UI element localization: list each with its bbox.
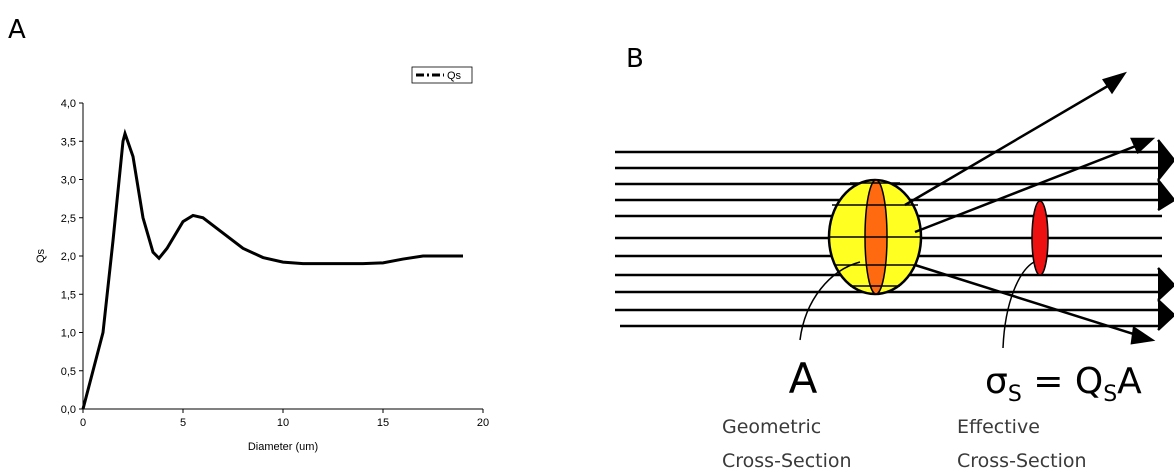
y-tick-label: 2,5	[61, 213, 76, 225]
legend-box	[411, 66, 473, 84]
leader	[1002, 261, 1035, 349]
x-tick-label: 20	[477, 417, 489, 429]
caption: Cross-Section	[957, 450, 1087, 472]
chart: Diameter (um) Qs 0,0 0,5 1,0 1,5 2,0 2,5 3,0 3,…	[35, 66, 489, 453]
y-tick-label: 1,5	[61, 289, 76, 301]
y-tick-label: 1,0	[61, 328, 76, 340]
x-tick-label: 10	[277, 417, 289, 429]
caption: Effective	[957, 416, 1040, 438]
geometric-symbol: A	[789, 354, 818, 403]
formula-part: = Q	[1022, 361, 1103, 402]
scatter-arrows	[904, 71, 1156, 345]
x-tick-label: 5	[180, 417, 186, 429]
effective-formula: σS = QSA	[985, 361, 1142, 407]
y-tick-label: 3,0	[61, 175, 76, 187]
line	[81, 128, 463, 410]
formula-part: A	[1117, 361, 1142, 402]
effective-section	[1031, 200, 1049, 276]
y-tick-label: 2,0	[61, 251, 76, 263]
caption: Geometric	[722, 416, 821, 438]
x-axis-label: Diameter (um)	[248, 441, 318, 453]
y-axis-label: Qs	[35, 248, 47, 263]
x-tick-label: 15	[377, 417, 389, 429]
formula-part: S	[1103, 382, 1117, 407]
y-tick-label: 0,0	[61, 404, 76, 416]
leader	[799, 261, 861, 341]
formula-part: S	[1008, 382, 1022, 407]
x-tick-label: 0	[80, 417, 86, 429]
panel-label: B	[626, 44, 644, 74]
legend-label: Qs	[447, 70, 462, 82]
formula-part: σ	[985, 361, 1008, 402]
y-tick-label: 3,5	[61, 136, 76, 148]
panel-label: A	[8, 15, 26, 45]
y-tick-label: 4,0	[61, 98, 76, 110]
caption: Cross-Section	[722, 450, 852, 472]
y-tick-label: 0,5	[61, 366, 76, 378]
diagram	[615, 71, 1174, 349]
